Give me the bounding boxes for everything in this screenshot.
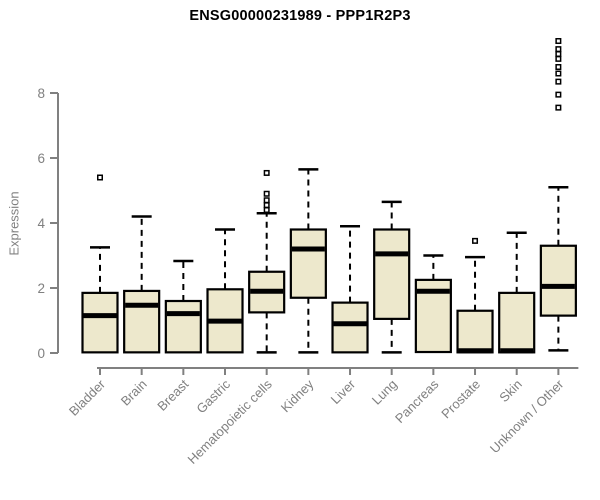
outlier-point — [263, 190, 270, 197]
x-tick-label: Unknown / Other — [487, 376, 567, 456]
outlier-point — [555, 78, 562, 85]
x-tick-label: Brain — [118, 377, 150, 409]
box-gastric — [206, 228, 244, 354]
iqr-box — [498, 291, 536, 354]
box-kidney — [289, 168, 327, 354]
x-tick-label: Gastric — [193, 376, 233, 416]
outlier-point — [263, 197, 270, 204]
chart-title: ENSG00000231989 - PPP1R2P3 — [189, 8, 411, 24]
outlier-point — [263, 202, 270, 209]
outlier-point — [472, 237, 479, 244]
box-unknown-other — [539, 38, 577, 352]
x-tick-label: Prostate — [438, 377, 483, 422]
outlier-point — [555, 38, 562, 44]
x-tick-label: Breast — [154, 376, 191, 413]
outlier-point — [555, 70, 562, 77]
y-tick-label: 6 — [37, 151, 45, 166]
y-tick-label: 4 — [37, 216, 45, 231]
box-bladder — [81, 174, 119, 354]
y-tick-label: 0 — [37, 346, 45, 361]
outlier-point — [263, 207, 270, 213]
y-tick-label: 2 — [37, 281, 45, 296]
outlier-point — [555, 46, 562, 53]
outlier-point — [555, 55, 562, 62]
box-hematopoietic-cells — [248, 169, 286, 354]
outlier-point — [555, 104, 562, 111]
iqr-box — [81, 291, 119, 354]
box-breast — [164, 259, 202, 354]
x-tick-label: Kidney — [278, 376, 317, 415]
box-liver — [331, 225, 369, 354]
x-tick-label: Lung — [369, 377, 400, 408]
box-prostate — [456, 237, 494, 354]
box-lung — [373, 200, 411, 354]
iqr-box — [164, 299, 202, 354]
box-brain — [123, 215, 161, 354]
outlier-point — [555, 51, 562, 57]
x-tick-label: Bladder — [66, 376, 109, 419]
iqr-box — [373, 228, 411, 320]
x-tick-label: Liver — [328, 376, 359, 407]
outlier-point — [263, 169, 270, 176]
y-tick-label: 8 — [37, 86, 45, 101]
box-skin — [498, 231, 536, 354]
outlier-point — [555, 91, 562, 98]
outlier-point — [555, 64, 562, 70]
iqr-box — [456, 309, 494, 354]
iqr-box — [289, 228, 327, 299]
x-tick-label: Pancreas — [392, 376, 442, 426]
box-pancreas — [414, 254, 452, 354]
iqr-box — [539, 244, 577, 317]
x-tick-label: Skin — [496, 377, 524, 405]
iqr-box — [331, 301, 369, 354]
iqr-box — [123, 289, 161, 354]
outlier-point — [97, 174, 103, 181]
